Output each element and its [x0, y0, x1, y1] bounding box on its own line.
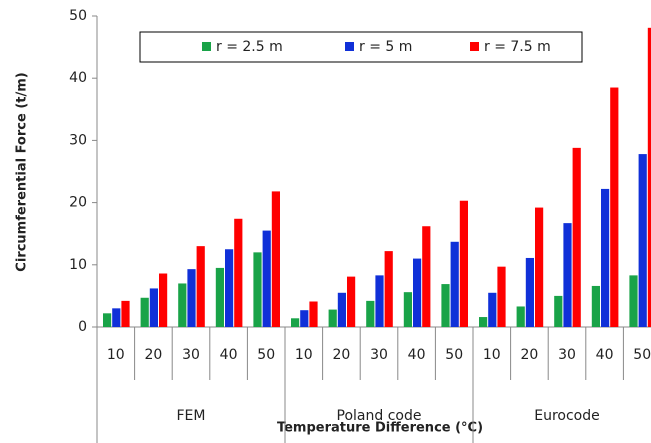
bar	[103, 313, 112, 327]
x-tick-label: 40	[596, 347, 614, 363]
bar	[337, 292, 346, 327]
bar	[291, 318, 300, 327]
y-tick-label: 10	[69, 257, 87, 273]
bar	[149, 288, 158, 327]
x-tick-label: 30	[370, 347, 388, 363]
bar	[516, 306, 525, 327]
x-tick-label: 10	[107, 347, 125, 363]
legend-label: r = 7.5 m	[484, 39, 551, 55]
bar	[535, 207, 544, 327]
group-label: Eurocode	[534, 408, 600, 424]
x-tick-label: 50	[445, 347, 463, 363]
bar	[629, 275, 638, 327]
y-tick-label: 50	[69, 8, 87, 24]
bar	[422, 226, 431, 327]
y-axis-title: Circumferential Force (t/m)	[15, 72, 30, 271]
bar	[309, 301, 318, 327]
bar	[271, 191, 280, 327]
x-tick-label: 20	[144, 347, 162, 363]
bar	[601, 188, 610, 327]
bar	[479, 317, 488, 327]
bar	[159, 273, 168, 327]
bar	[328, 309, 337, 327]
bar	[525, 257, 534, 327]
group-label: FEM	[177, 408, 206, 424]
bar	[112, 308, 121, 327]
x-tick-label: 20	[520, 347, 538, 363]
bar	[459, 200, 468, 327]
bar	[441, 284, 450, 327]
bar	[610, 87, 619, 327]
legend-swatch	[202, 42, 211, 51]
y-tick-label: 20	[69, 195, 87, 211]
x-tick-label: 20	[332, 347, 350, 363]
legend-label: r = 2.5 m	[216, 39, 283, 55]
bar	[253, 252, 262, 327]
legend-label: r = 5 m	[359, 39, 412, 55]
bar	[178, 283, 187, 327]
x-tick-label: 40	[408, 347, 426, 363]
bar	[121, 300, 130, 327]
bar	[384, 251, 393, 327]
x-tick-label: 10	[295, 347, 313, 363]
bar	[638, 154, 647, 327]
bar	[347, 276, 356, 327]
y-tick-label: 0	[78, 319, 87, 335]
bar	[497, 266, 506, 327]
bar	[234, 218, 243, 327]
bar	[140, 297, 149, 327]
bar	[300, 310, 309, 327]
y-tick-label: 30	[69, 132, 87, 148]
bar	[413, 258, 422, 327]
bar	[488, 292, 497, 327]
x-axis-title: Temperature Difference (°C)	[277, 421, 483, 436]
x-tick-label: 50	[257, 347, 275, 363]
x-tick-label: 30	[182, 347, 200, 363]
bar	[375, 275, 384, 327]
legend-swatch	[345, 42, 354, 51]
bar	[572, 147, 581, 327]
y-tick-label: 40	[69, 70, 87, 86]
group-label: Poland code	[337, 408, 422, 424]
x-tick-label: 50	[633, 347, 651, 363]
bar	[196, 246, 205, 327]
bar	[563, 223, 572, 327]
bar	[215, 267, 224, 327]
legend-swatch	[470, 42, 479, 51]
bar	[554, 295, 563, 327]
x-tick-label: 40	[220, 347, 238, 363]
legend-box	[139, 31, 583, 63]
bar	[403, 292, 412, 327]
bar	[366, 300, 375, 327]
bar	[647, 27, 651, 328]
bar	[187, 269, 196, 327]
x-tick-label: 10	[483, 347, 501, 363]
bar	[262, 230, 271, 327]
bar	[450, 241, 459, 327]
x-tick-label: 30	[558, 347, 576, 363]
bar	[225, 249, 234, 327]
bar	[591, 285, 600, 327]
